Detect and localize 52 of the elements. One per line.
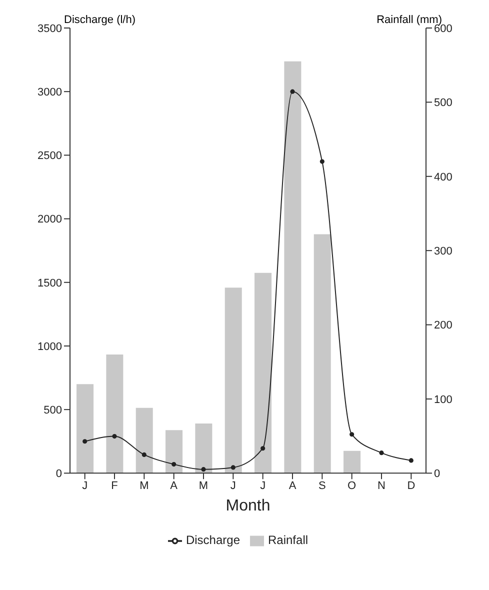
bar xyxy=(254,272,272,474)
point xyxy=(112,434,117,439)
bar xyxy=(224,288,242,474)
bar xyxy=(136,408,153,474)
bar xyxy=(166,430,183,474)
y-tick-label: 2500 xyxy=(38,150,62,162)
point xyxy=(82,439,88,444)
y2-tick-label: 0 xyxy=(434,468,440,480)
bar xyxy=(284,61,302,474)
x-tick-label: J xyxy=(260,480,266,492)
y-axis-title: Discharge (l/h) xyxy=(64,14,136,26)
point xyxy=(408,458,414,463)
y-tick-label: 1500 xyxy=(38,277,62,290)
point xyxy=(201,467,206,472)
y-tick-label: 3000 xyxy=(38,86,62,98)
y-tick-label: 0 xyxy=(56,468,62,480)
x-tick-label: M xyxy=(140,480,149,492)
y2-tick-label: 300 xyxy=(434,245,452,258)
x-tick-label: A xyxy=(288,480,297,492)
x-tick-label: D xyxy=(407,480,416,492)
y2-tick-label: 100 xyxy=(434,394,452,406)
legend-label: Discharge xyxy=(186,533,240,548)
point xyxy=(320,159,324,164)
point xyxy=(260,446,266,451)
x-axis-title: Month xyxy=(226,498,270,515)
point xyxy=(290,89,295,94)
y2-tick-label: 500 xyxy=(434,97,452,110)
y-tick-label: 500 xyxy=(44,404,62,416)
point xyxy=(230,465,236,470)
point xyxy=(172,462,176,467)
y2-tick-label: 200 xyxy=(434,320,452,332)
x-tick-label: A xyxy=(170,480,178,492)
x-tick-label: S xyxy=(318,480,326,492)
bar xyxy=(76,384,94,474)
x-tick-label: M xyxy=(198,480,208,492)
bar xyxy=(106,354,124,474)
y-tick-label: 3500 xyxy=(38,22,62,35)
x-tick-label: J xyxy=(230,480,236,492)
point xyxy=(350,432,354,437)
y-tick-label: 1000 xyxy=(38,340,62,353)
x-tick-label: J xyxy=(82,480,88,492)
x-tick-label: O xyxy=(348,480,357,492)
point xyxy=(142,452,146,458)
point xyxy=(379,450,384,456)
x-tick-label: N xyxy=(378,480,386,492)
bar xyxy=(344,450,361,474)
bar xyxy=(195,423,212,474)
y2-tick-label: 400 xyxy=(434,171,452,184)
legend-label: Rainfall xyxy=(268,533,308,548)
y-tick-label: 2000 xyxy=(38,214,62,226)
x-tick-label: F xyxy=(111,480,118,492)
bar xyxy=(314,234,331,474)
